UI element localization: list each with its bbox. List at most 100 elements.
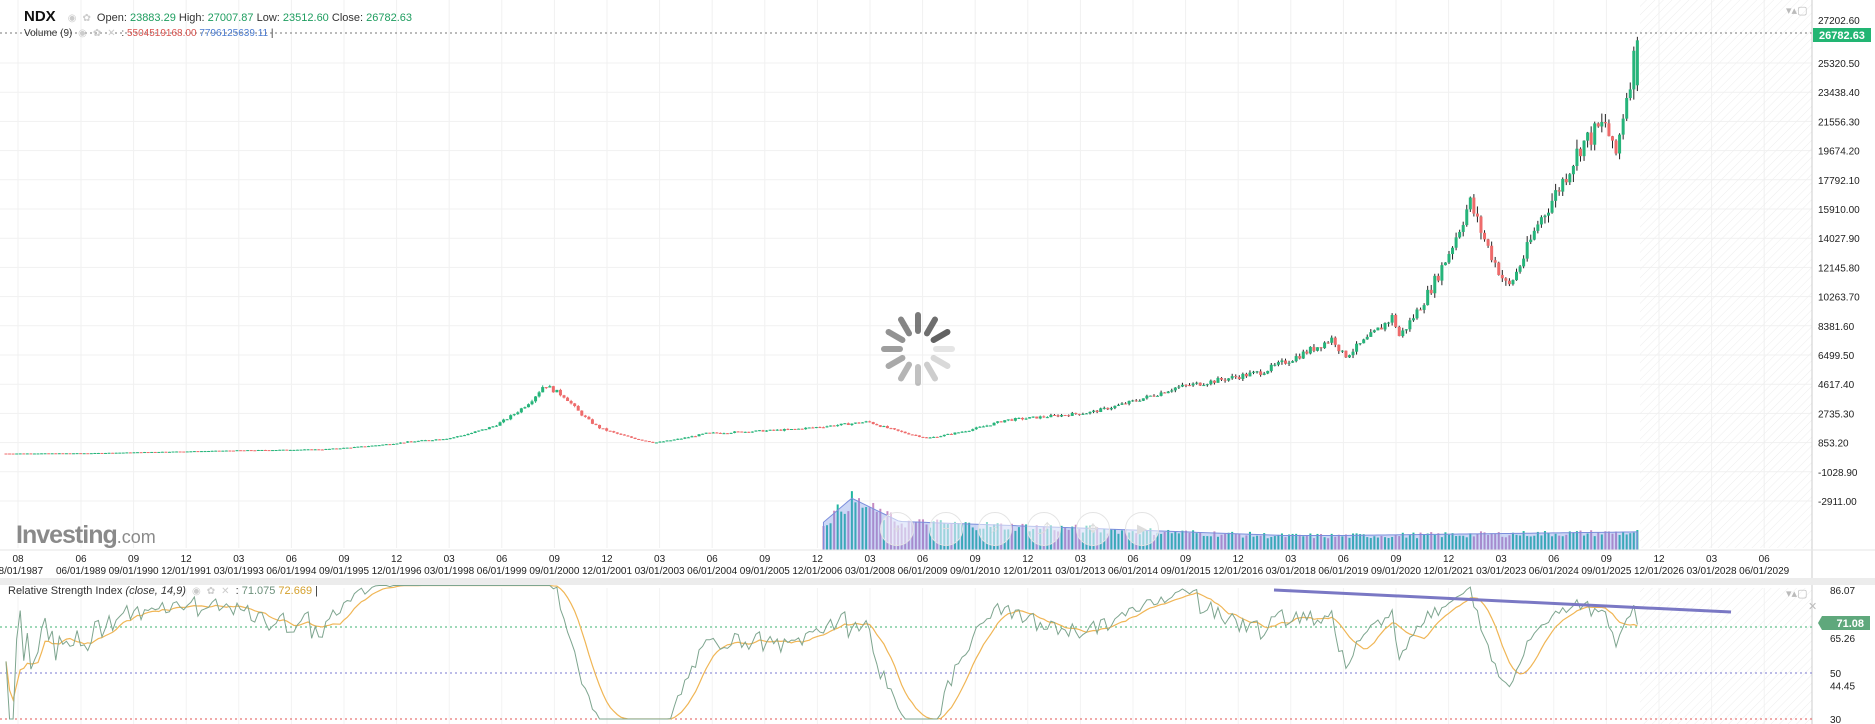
volume-bar <box>1121 530 1124 550</box>
candle-body <box>143 452 147 454</box>
visibility-eye-icon[interactable]: ◉ <box>67 13 77 24</box>
zoom-out-icon[interactable]: − <box>929 512 963 546</box>
candle-body <box>491 426 495 428</box>
candle-body <box>104 452 108 454</box>
volume-bar <box>1057 531 1060 550</box>
price-tick-label: 14027.90 <box>1818 234 1860 245</box>
candle-body <box>11 453 15 455</box>
time-tick-date: 09/01/2020 <box>1371 566 1421 577</box>
close-icon[interactable]: ✕ <box>1808 601 1818 613</box>
candle-body <box>139 452 143 454</box>
candle-body <box>1028 417 1032 419</box>
candle-body <box>882 426 886 428</box>
candle-body <box>150 451 154 453</box>
candle-body <box>885 426 889 429</box>
candle-body <box>1333 337 1337 345</box>
candle-body <box>601 428 605 430</box>
volume-bar <box>1298 534 1301 550</box>
candle-body <box>1504 278 1508 281</box>
candle-body <box>1362 339 1366 344</box>
volume-bar <box>1209 536 1212 550</box>
search-icon[interactable]: ⌕ <box>978 512 1012 546</box>
volume-bar <box>1302 536 1305 550</box>
candle-body <box>32 453 36 455</box>
rsi-tick-label: 44.45 <box>1830 682 1855 693</box>
time-tick-month: 03 <box>864 554 876 565</box>
settings-gear-icon[interactable]: ✿ <box>82 13 91 24</box>
close-icon[interactable]: ✕ <box>221 586 230 597</box>
volume-bar <box>1511 532 1514 550</box>
move-down-icon[interactable]: ▾ <box>1786 588 1792 600</box>
volume-bar <box>1380 535 1383 550</box>
settings-gear-icon[interactable]: ✿ <box>206 586 216 597</box>
candle-body <box>399 442 403 444</box>
visibility-eye-icon[interactable]: ◉ <box>78 28 87 39</box>
time-axis[interactable]: 0808/01/19870606/01/19890909/01/19901212… <box>0 554 1790 577</box>
candle-body <box>1081 413 1085 415</box>
move-down-icon[interactable]: ▾ <box>1786 5 1792 17</box>
volume-bar <box>1604 531 1607 550</box>
volume-bar <box>1611 533 1614 550</box>
rsi-tick-label: 30 <box>1830 715 1842 724</box>
candle-body <box>921 436 925 438</box>
investing-logo: Investing.com <box>16 521 156 550</box>
high-label: High: <box>178 12 205 24</box>
candle-body <box>512 414 516 416</box>
candle-body <box>1106 407 1110 410</box>
time-tick-date: 06/01/2009 <box>898 566 948 577</box>
candle-body <box>651 441 655 443</box>
volume-bar <box>1014 530 1017 550</box>
time-tick-month: 03 <box>1075 554 1087 565</box>
volume-bar <box>1021 523 1024 550</box>
settings-gear-icon[interactable]: ✿ <box>92 28 102 39</box>
candle-body <box>75 453 79 455</box>
candle-body <box>1045 417 1049 419</box>
maximize-icon[interactable]: ▢ <box>1797 5 1808 17</box>
visibility-eye-icon[interactable]: ◉ <box>192 586 201 597</box>
candle-body <box>967 430 971 432</box>
candle-body <box>406 441 410 443</box>
spinner-segment <box>930 329 951 343</box>
candle-body <box>1131 400 1135 402</box>
volume-bar <box>1479 531 1482 550</box>
time-tick-month: 12 <box>181 554 193 565</box>
candle-body <box>1205 384 1209 386</box>
candle-body <box>1109 408 1113 410</box>
candle-body <box>523 407 527 409</box>
candle-body <box>1234 376 1238 378</box>
move-up-icon[interactable]: ▴ <box>1791 588 1798 600</box>
candle-body <box>121 452 125 454</box>
volume-bar <box>1184 530 1187 550</box>
candle-body <box>861 422 865 424</box>
time-tick-month: 06 <box>707 554 719 565</box>
candle-body <box>1052 414 1056 416</box>
candle-body <box>107 452 111 454</box>
move-up-icon[interactable]: ▴ <box>1791 5 1798 17</box>
rsi-legend: Relative Strength Index (close, 14,9) ◉ ✿… <box>8 585 318 597</box>
zoom-in-icon[interactable]: + <box>880 512 914 546</box>
pane-separator[interactable] <box>0 578 1875 585</box>
candle-body <box>352 447 356 449</box>
close-icon[interactable]: ✕ <box>107 28 116 39</box>
candle-body <box>228 450 232 452</box>
volume-bar <box>1579 530 1582 550</box>
move-icon[interactable]: ✥ <box>1076 512 1110 546</box>
candle-body <box>413 441 417 443</box>
candle-body <box>935 436 939 438</box>
candle-body <box>541 387 545 393</box>
candle-body <box>25 453 29 455</box>
candle-body <box>1337 344 1341 352</box>
candle-body <box>1461 225 1465 232</box>
volume-bar <box>1327 538 1330 550</box>
maximize-icon[interactable]: ▢ <box>1797 588 1808 600</box>
volume-bar <box>858 498 860 550</box>
share-icon[interactable]: ⤴ <box>1027 512 1061 546</box>
time-tick-date: 12/01/2021 <box>1424 566 1474 577</box>
play-icon[interactable]: ▶ <box>1125 512 1159 546</box>
candle-body <box>1472 197 1476 214</box>
candle-body <box>1429 289 1433 294</box>
time-tick-date: 12/01/2016 <box>1213 566 1263 577</box>
candle-body <box>1223 379 1227 381</box>
candle-body <box>1550 200 1554 213</box>
